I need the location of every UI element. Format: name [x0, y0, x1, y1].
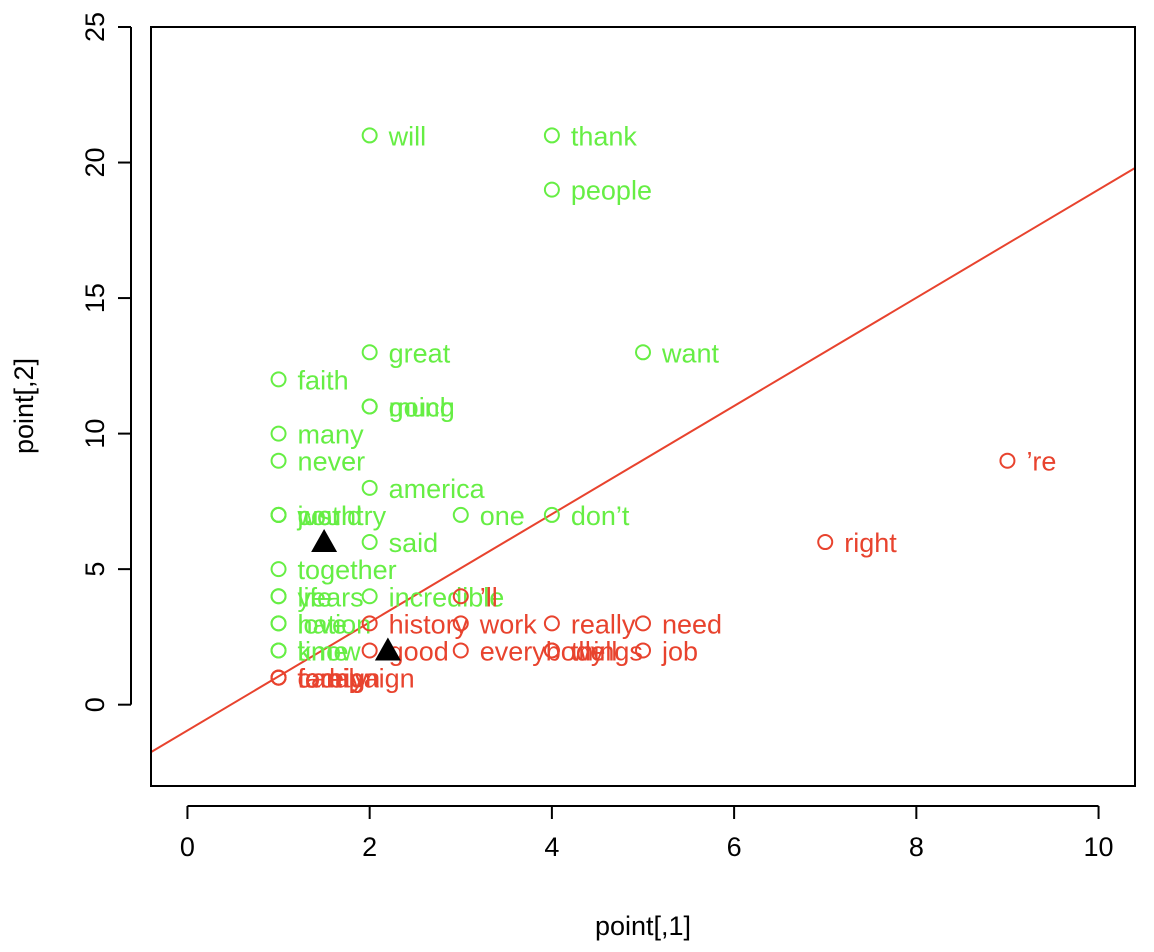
- point-label-red: history: [389, 609, 469, 639]
- point-label-red: foreign: [298, 664, 381, 694]
- point-label-red: really: [571, 609, 636, 639]
- data-point-red: [635, 642, 651, 659]
- x-tick-label: 0: [180, 832, 195, 862]
- point-label-green: faith: [298, 365, 349, 395]
- data-point-red: [543, 615, 560, 632]
- data-point-green: [270, 452, 287, 469]
- data-point-red: [452, 642, 469, 659]
- point-label-green: great: [389, 338, 451, 368]
- plot-frame: [150, 26, 1136, 787]
- y-tick-label: 5: [80, 562, 110, 577]
- point-label-green: just: [297, 501, 341, 531]
- point-label-green: want: [661, 338, 720, 368]
- point-label-red: job: [661, 636, 698, 666]
- data-point-green: [452, 506, 469, 523]
- x-axis: 0 2 4 6 8 10: [180, 805, 1114, 862]
- point-label-green: will: [388, 121, 427, 151]
- data-point-green: [361, 588, 378, 605]
- point-label-green: together: [298, 555, 397, 585]
- x-tick-label: 2: [362, 832, 377, 862]
- point-label-red: family: [298, 664, 369, 694]
- data-point-red: [270, 669, 287, 686]
- point-label-green: people: [571, 176, 652, 206]
- data-point-red: [999, 452, 1016, 469]
- y-tick-label: 10: [80, 419, 110, 449]
- point-label-red: things: [571, 636, 643, 666]
- data-point-red: [452, 615, 469, 632]
- point-label-green: time: [298, 636, 349, 666]
- point-label-green: said: [389, 528, 439, 558]
- centroid-marker: [374, 637, 401, 661]
- y-tick-label: 20: [80, 148, 110, 178]
- data-point-green: [270, 615, 287, 632]
- data-point-green: [270, 425, 287, 442]
- point-label-green: never: [298, 447, 366, 477]
- data-point-red: [361, 615, 378, 632]
- data-point-green: [361, 534, 378, 551]
- point-label-red: today: [298, 664, 365, 694]
- data-point-green: [543, 127, 560, 144]
- point-label-green: life: [298, 582, 333, 612]
- point-label-green: world: [297, 501, 363, 531]
- y-axis: 0 5 10 15 20 25: [80, 12, 132, 712]
- data-point-green: [361, 344, 378, 361]
- point-label-green: years: [298, 582, 364, 612]
- point-label-red: everybody: [480, 636, 605, 666]
- data-point-green: [270, 561, 287, 578]
- x-axis-label: point[,1]: [595, 911, 691, 941]
- point-label-green: going: [389, 393, 455, 423]
- data-point-green: [270, 506, 287, 523]
- data-point-green: [361, 398, 378, 415]
- data-point-green: [543, 181, 560, 198]
- point-label-red: work: [479, 609, 538, 639]
- data-point-green: [270, 371, 287, 388]
- data-point-red: [543, 642, 560, 659]
- point-label-green: don’t: [571, 501, 630, 531]
- point-label-red: campaign: [298, 664, 415, 694]
- data-point-red: [635, 615, 651, 632]
- point-label-red: ’re: [1026, 447, 1056, 477]
- data-point-red: [452, 588, 469, 605]
- data-point-red: [361, 642, 378, 659]
- point-label-green: thank: [571, 121, 638, 151]
- y-axis-label: point[,2]: [9, 358, 39, 454]
- point-label-green: much: [389, 393, 455, 423]
- point-label-green: incredible: [389, 582, 505, 612]
- point-label-green: country: [298, 501, 387, 531]
- data-point-red: [817, 534, 834, 551]
- x-tick-label: 6: [727, 832, 742, 862]
- point-label-red: need: [662, 609, 722, 639]
- data-point-green: [270, 588, 287, 605]
- fit-line: [150, 167, 1136, 753]
- data-point-green: [635, 344, 651, 361]
- data-point-green: [543, 506, 560, 523]
- point-label-red: right: [844, 528, 897, 558]
- x-tick-label: 10: [1084, 832, 1114, 862]
- y-tick-label: 15: [80, 283, 110, 313]
- x-tick-label: 4: [544, 832, 559, 862]
- point-label-red: well: [570, 636, 618, 666]
- point-label-green: nation: [298, 609, 372, 639]
- point-label-green: know: [298, 636, 362, 666]
- point-label-red: good: [389, 636, 449, 666]
- data-point-green: [361, 127, 378, 144]
- data-point-green: [361, 479, 378, 496]
- point-label-green: love: [298, 609, 348, 639]
- y-tick-label: 0: [80, 697, 110, 712]
- x-tick-label: 8: [909, 832, 924, 862]
- point-label-green: many: [298, 420, 365, 450]
- point-label-green: one: [480, 501, 525, 531]
- data-point-green: [270, 642, 287, 659]
- centroid-marker: [311, 529, 338, 553]
- point-label-green: america: [389, 474, 486, 504]
- point-label-red: ’ll: [480, 582, 498, 612]
- y-tick-label: 25: [80, 12, 110, 42]
